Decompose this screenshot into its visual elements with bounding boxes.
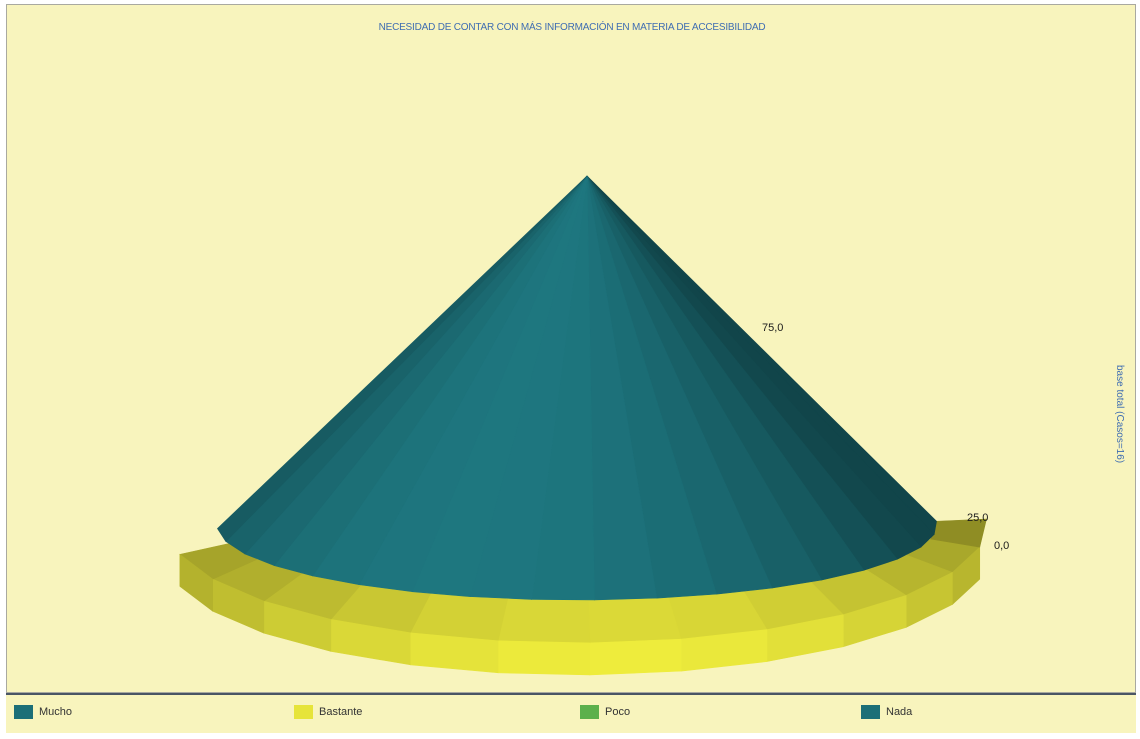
legend-item-bastante: Bastante [294, 705, 362, 719]
legend-item-nada: Nada [861, 705, 912, 719]
legend-swatch [580, 705, 599, 719]
band-wall-segment [179, 553, 213, 612]
y-axis-ticks: 75,0 25,0 0,0 [762, 322, 1009, 552]
cone-facet [217, 175, 588, 542]
pie-slice-mucho [217, 175, 937, 601]
band-wall-segment [497, 640, 591, 676]
band-wall-segment [589, 638, 682, 676]
chart-title: NECESIDAD DE CONTAR CON MÁS INFORMACIÓN … [378, 22, 766, 33]
legend-label: Bastante [319, 706, 363, 718]
legend: Mucho Bastante Poco Nada [6, 693, 1136, 733]
legend-label: Mucho [39, 706, 73, 718]
y-axis-label: base total (Casos=16) [1114, 365, 1125, 464]
band-rim-segment [587, 597, 682, 644]
legend-label: Poco [605, 706, 631, 718]
y-tick-label: 25,0 [967, 512, 988, 524]
band-rim-segment [497, 598, 591, 644]
y-tick-label: 75,0 [762, 322, 783, 334]
legend-label: Nada [886, 706, 913, 718]
legend-swatch [14, 705, 33, 719]
cone-pie-plot: 75,0 25,0 0,0 [179, 175, 1009, 676]
chart-frame: NECESIDAD DE CONTAR CON MÁS INFORMACIÓN … [6, 4, 1136, 693]
legend-item-mucho: Mucho [14, 705, 72, 719]
y-tick-label: 0,0 [994, 540, 1009, 552]
legend-item-poco: Poco [580, 705, 630, 719]
legend-swatch [861, 705, 880, 719]
legend-swatch [294, 705, 313, 719]
pie-slice-bastante [179, 518, 987, 676]
